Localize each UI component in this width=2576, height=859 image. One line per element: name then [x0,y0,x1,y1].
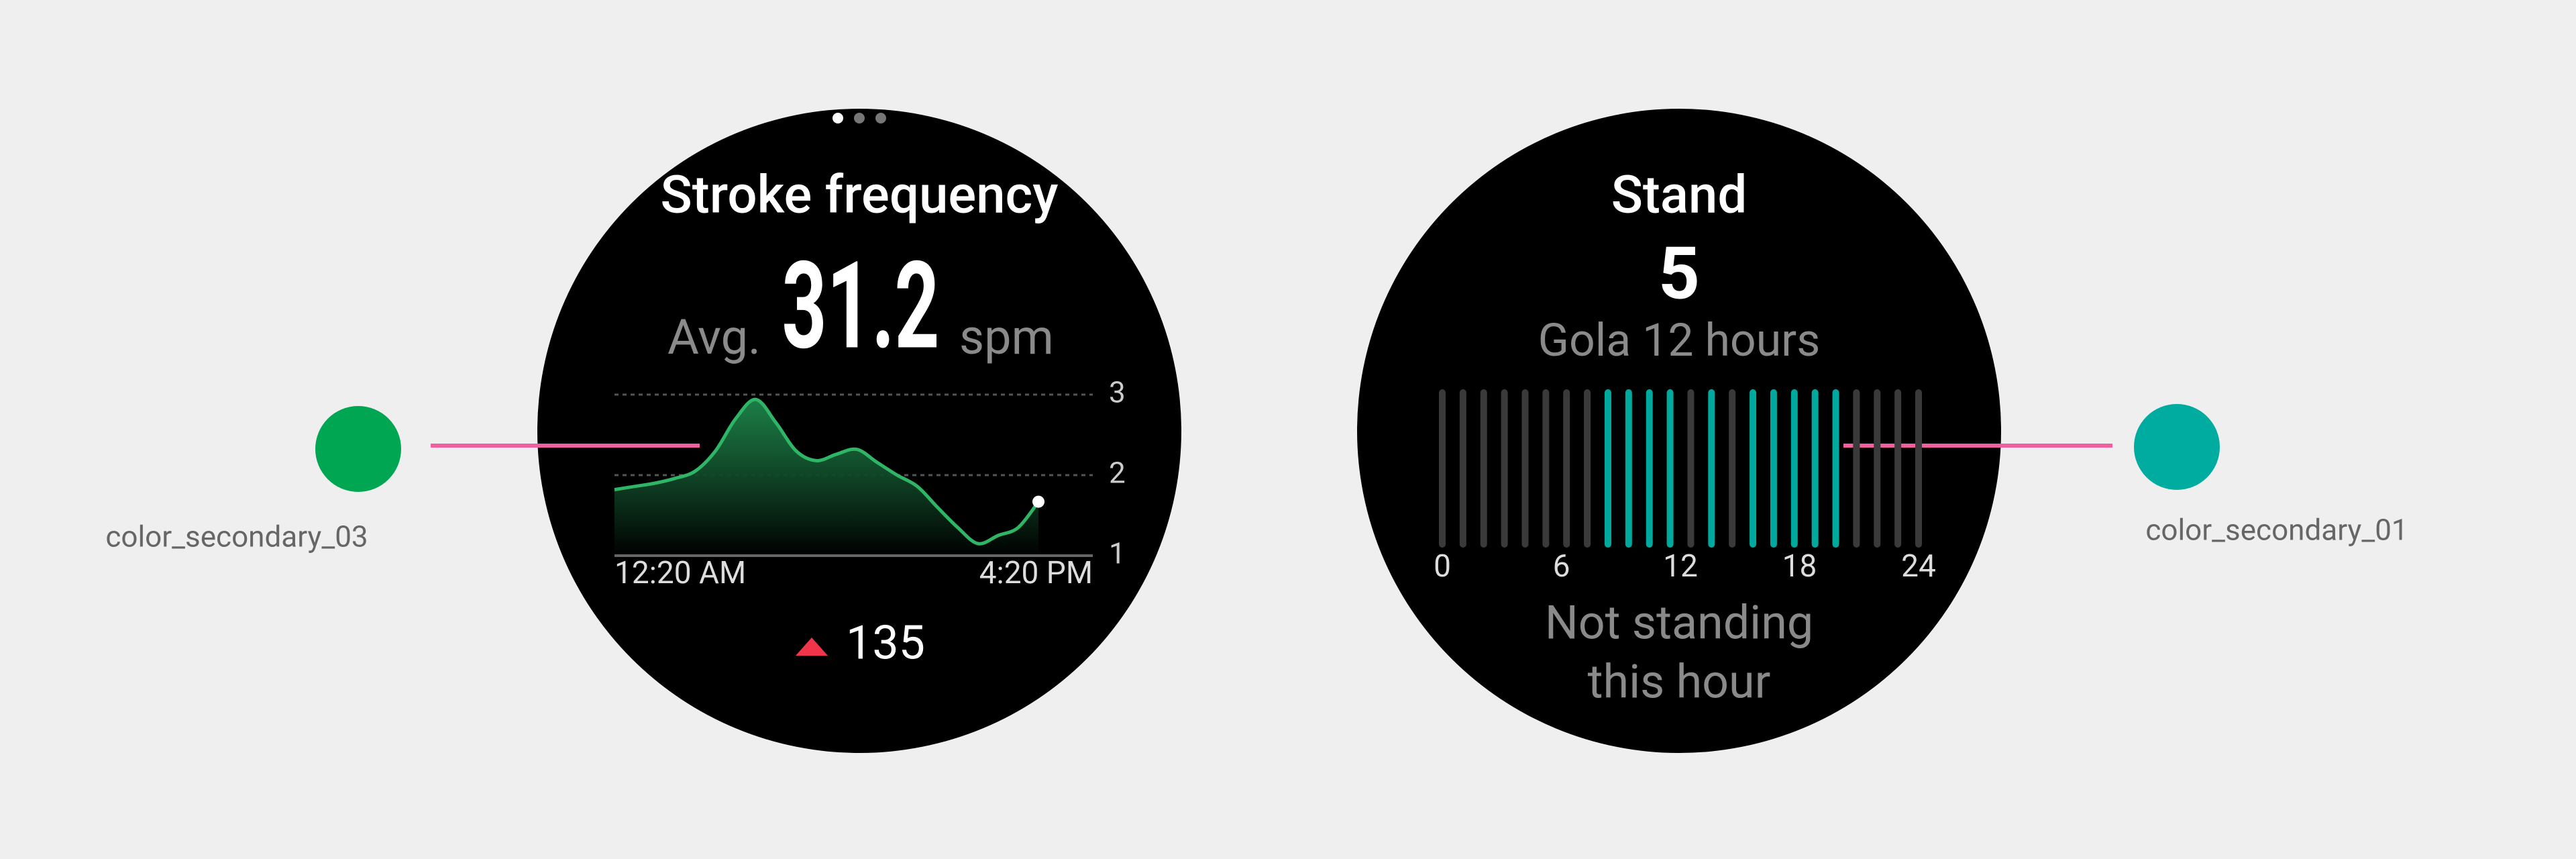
goal: Gola 12 hours [1538,313,1821,367]
hour-bar [1563,389,1570,548]
avg-label: Avg. [667,309,761,366]
unit: spm [959,309,1054,366]
hour-bar [1915,389,1922,548]
hour-bar [1480,389,1487,548]
hour-bar [1646,389,1653,548]
x-tick-label: 12:20 AM [614,555,746,591]
hour-bar [1459,389,1466,548]
y-tick-label: 3 [1109,375,1126,410]
hour-bar [1687,389,1695,548]
line [614,397,1040,546]
x-tick-label: 12 [1663,548,1698,585]
watch-face [537,109,1181,753]
x-tick-label: 6 [1553,548,1570,585]
status: Not standing [1545,595,1813,650]
hour-bar [1625,389,1632,548]
page-dot [854,113,865,123]
hour-bar [1894,389,1902,548]
x-tick-label: 24 [1901,548,1936,585]
status: this hour [1588,654,1771,709]
title: Stand [1611,165,1748,226]
hour-bar [1439,389,1446,548]
hour-bar [1521,389,1529,548]
page-dot [875,113,886,123]
y-tick-label: 1 [1109,536,1126,571]
hour-bar [1584,389,1591,548]
hour-bar [1874,389,1881,548]
area [614,399,1038,556]
stand-value: 5 [1658,232,1700,317]
avg-value: 31.2 [782,236,940,377]
y-tick-label: 2 [1109,456,1126,491]
hour-bar [1770,389,1777,548]
end-point [1032,495,1044,508]
hour-bar [1501,389,1508,548]
x-tick-label: 0 [1434,548,1451,585]
annotation-label: color_secondary_03 [105,519,368,554]
watch-face [1357,109,2001,753]
hour-bar [1811,389,1819,548]
hour-bar [1790,389,1798,548]
page-dot [833,113,843,123]
hour-bar [1666,389,1674,548]
trend-icon [796,638,828,656]
trend-value: 135 [846,615,925,670]
color-swatch [315,406,401,492]
hour-bar [1729,389,1736,548]
annotation-label: color_secondary_01 [2145,513,2408,548]
hour-bar [1853,389,1860,548]
hour-bar [1708,389,1715,548]
hour-bar [1750,389,1757,548]
x-tick-label: 4:20 PM [979,555,1093,591]
x-tick-label: 18 [1782,548,1817,585]
hour-bar [1832,389,1839,548]
hour-bar [1542,389,1550,548]
color-swatch [2134,404,2220,490]
hour-bar [1604,389,1611,548]
title: Stroke frequency [661,165,1059,226]
